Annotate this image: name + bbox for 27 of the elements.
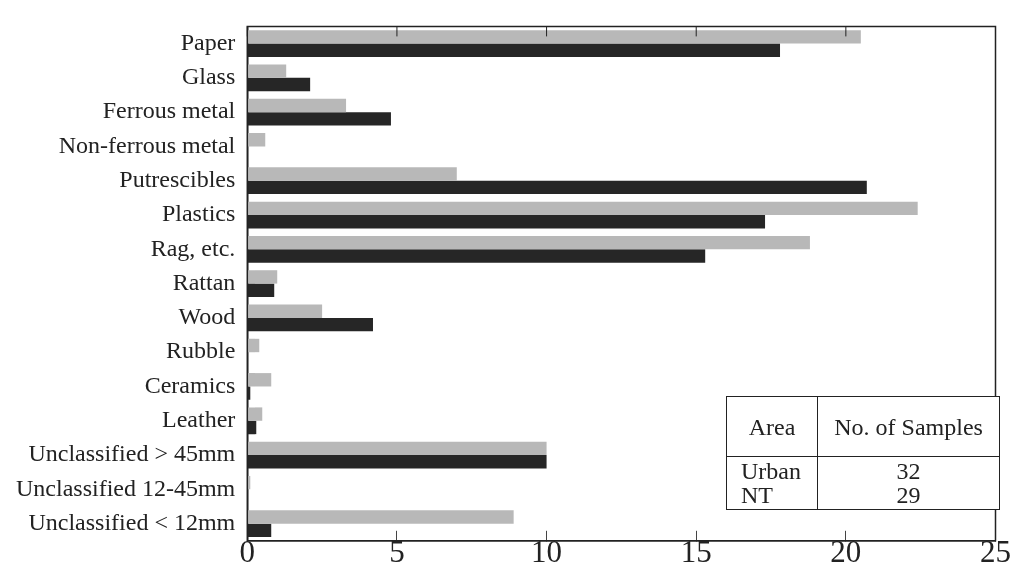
x-tick-label: 25 xyxy=(980,533,1011,569)
annotation: NT xyxy=(741,482,774,508)
y-tick-label: Ferrous metal xyxy=(102,97,236,124)
y-tick-label: Glass xyxy=(181,63,236,90)
y-tick-label: Unclassified < 12mm xyxy=(28,508,236,535)
y-tick-label: Paper xyxy=(180,28,236,55)
y-tick-label: Rubble xyxy=(165,337,236,364)
x-tick-label: 5 xyxy=(389,533,405,569)
x-tick-label: 0 xyxy=(239,533,256,569)
y-tick-label: Non-ferrous metal xyxy=(58,131,236,158)
y-tick-label: Rag, etc. xyxy=(150,234,236,261)
y-tick-label: Putrescibles xyxy=(119,166,236,193)
x-tick-label: 10 xyxy=(531,533,563,569)
annotation: 32 xyxy=(895,458,922,484)
y-tick-label: Rattan xyxy=(172,268,236,295)
x-tick-label: 15 xyxy=(680,533,712,569)
y-tick-label: Unclassified > 45mm xyxy=(28,440,236,467)
annotation: No. of Samples xyxy=(817,396,1000,457)
x-tick-label: 20 xyxy=(830,533,862,569)
annotation: Urban xyxy=(741,458,802,484)
y-tick-label: Unclassified 12-45mm xyxy=(16,474,236,501)
annotation: Area xyxy=(726,396,818,457)
annotation: 29 xyxy=(895,482,922,508)
y-tick-label: Wood xyxy=(178,303,236,330)
y-tick-label: Plastics xyxy=(161,200,236,227)
y-tick-label: Leather xyxy=(162,406,236,433)
y-tick-label: Ceramics xyxy=(144,371,236,398)
